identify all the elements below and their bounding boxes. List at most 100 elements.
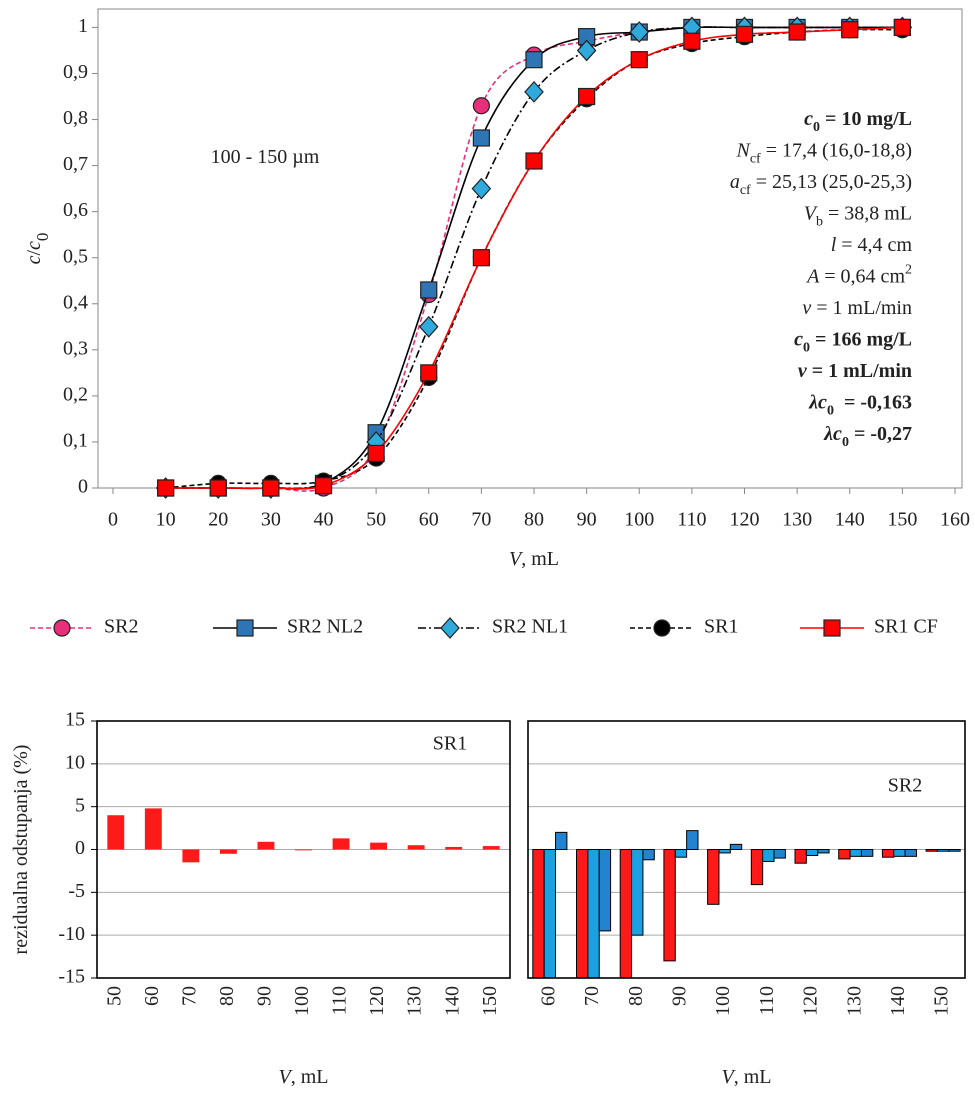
text-part: = 17,4 (16,0-18,8)	[761, 139, 912, 161]
text-part: , mL	[521, 548, 559, 570]
x-tick-label: 150	[887, 509, 917, 531]
bar	[543, 849, 557, 979]
data-point	[420, 364, 438, 382]
y-tick-label: 0,2	[63, 383, 88, 405]
text-part: = 1 mL/min	[811, 297, 912, 319]
legend-marker	[653, 619, 671, 637]
x-tick-label: 90	[669, 986, 691, 1006]
bar	[948, 849, 961, 852]
x-tick-label: 130	[404, 986, 426, 1016]
bar	[936, 849, 950, 852]
x-tick-label: 60	[419, 509, 439, 531]
x-axis-title: V, mL	[509, 548, 559, 570]
annotation: λc0 = -0,163	[808, 391, 912, 418]
data-point	[525, 51, 543, 69]
text-part: , mL	[734, 1066, 772, 1088]
annotation: v = 1 mL/min	[798, 360, 912, 382]
y-tick-label: -15	[58, 966, 85, 988]
bar	[619, 849, 633, 979]
bar	[598, 849, 612, 932]
y-tick-label: 0,7	[63, 153, 88, 175]
x-tick-label: 100	[291, 986, 313, 1016]
y-tick-label: 0,3	[63, 337, 88, 359]
data-point	[893, 18, 911, 37]
y-tick-label: 0	[78, 476, 88, 498]
text-part: c	[804, 108, 813, 130]
x-tick-label: 20	[208, 509, 228, 531]
text-part: = -0,27	[849, 423, 912, 445]
data-point	[262, 479, 280, 497]
y-tick-label: -10	[58, 923, 85, 945]
y-tick-label: 0,4	[63, 291, 88, 313]
bar	[794, 849, 807, 864]
x-tick-label: 70	[581, 986, 603, 1006]
text-part: c	[23, 255, 45, 264]
bar	[686, 830, 699, 850]
text-part: 0	[827, 403, 834, 418]
annotation: l = 4,4 cm	[831, 234, 913, 256]
text-part: cf	[750, 151, 761, 166]
data-point	[471, 177, 492, 200]
bar	[881, 849, 895, 858]
bar	[838, 849, 851, 860]
legend-label: SR2	[104, 616, 138, 638]
annotation: acf = 25,13 (25,0-25,3)	[730, 171, 912, 198]
x-tick-label: 150	[479, 986, 501, 1016]
text-part: 2	[905, 262, 912, 277]
data-point	[209, 479, 227, 497]
x-tick-label: 30	[261, 509, 281, 531]
x-tick-label: 60	[537, 986, 559, 1006]
bar	[642, 849, 655, 861]
data-point	[841, 21, 859, 39]
x-tick-label: 70	[471, 509, 491, 531]
y-tick-label: 10	[65, 751, 85, 773]
text-part: V	[279, 1066, 294, 1088]
annotation: Vb = 38,8 mL	[804, 202, 912, 229]
text-part: 100 - 150 µm	[211, 146, 320, 168]
bar	[482, 846, 500, 850]
text-part: = 4,4 cm	[836, 234, 912, 256]
plot-frame	[96, 720, 511, 979]
bar	[576, 849, 589, 979]
bar	[663, 849, 676, 962]
bar	[407, 845, 425, 850]
x-tick-label: 50	[366, 509, 386, 531]
annotation: A = 0,64 cm2	[805, 262, 912, 287]
data-point	[683, 32, 701, 50]
annotation: λc0 = -0,27	[823, 423, 912, 450]
text-part: cf	[740, 183, 751, 198]
text-part: b	[816, 214, 823, 229]
y-axis-title: c/c0	[23, 233, 53, 265]
annotation: 100 - 150 µm	[211, 146, 320, 168]
text-part: v	[798, 360, 808, 382]
bar	[532, 849, 545, 979]
chart-title: SR1	[433, 733, 467, 755]
data-point	[157, 479, 175, 497]
x-tick-label: 140	[835, 509, 865, 531]
x-tick-label: 110	[329, 986, 351, 1015]
x-tick-label: 120	[366, 986, 388, 1016]
text-part: = 25,13 (25,0-25,3)	[751, 171, 912, 193]
annotation: v = 1 mL/min	[802, 297, 912, 319]
text-part: A	[805, 265, 820, 287]
text-part: 0	[842, 435, 849, 450]
bar	[219, 849, 237, 854]
text-part: λc	[808, 391, 827, 413]
bar	[904, 849, 917, 857]
x-tick-label: 120	[730, 509, 760, 531]
x-tick-label: 130	[782, 509, 812, 531]
y-axis-title: rezidualna odstupanja (%)	[10, 745, 32, 955]
bar	[295, 849, 312, 851]
legend-label: SR2 NL2	[287, 616, 363, 638]
legend-marker	[440, 617, 460, 639]
annotation: c0 = 10 mg/L	[804, 108, 912, 135]
data-point	[472, 129, 490, 147]
y-tick-label: 0,8	[63, 107, 88, 129]
data-point	[420, 281, 438, 299]
x-tick-label: 120	[800, 986, 822, 1016]
data-point	[629, 21, 650, 43]
text-part: N	[736, 139, 752, 161]
x-tick-label: 140	[887, 986, 909, 1016]
text-part: c	[23, 241, 45, 250]
